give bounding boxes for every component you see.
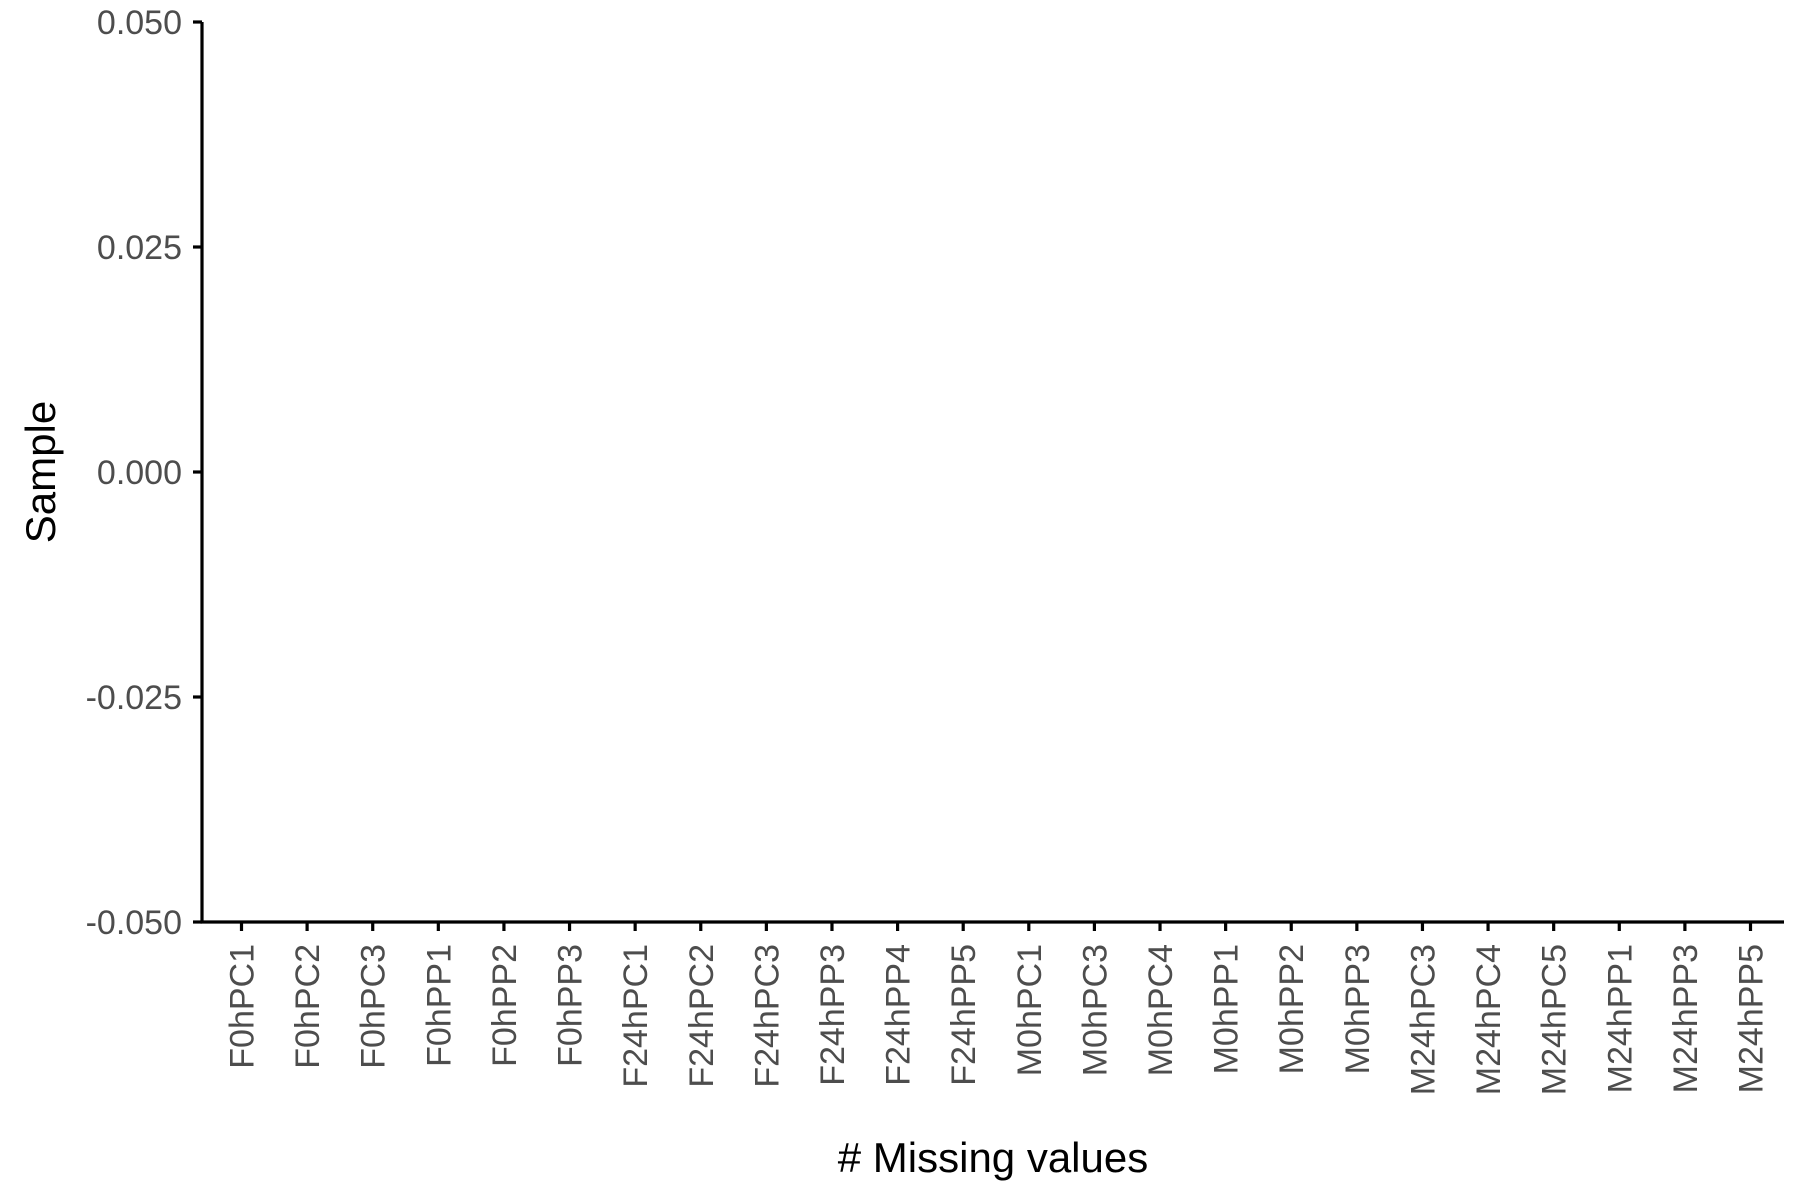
plot-area: -0.050 -0.025 0.000 0.025 0.050 F0hPC1 F0hPC2… [86, 4, 1784, 1095]
y-tick-label: 0.050 [97, 4, 182, 42]
x-tick-label: F24hPP5 [945, 944, 983, 1086]
x-tick-label: F24hPP3 [814, 944, 852, 1086]
x-tick-label: M0hPC4 [1142, 944, 1180, 1076]
x-tick-label: M0hPP1 [1208, 944, 1246, 1074]
x-tick-label: F24hPP4 [880, 944, 918, 1086]
y-tick-label: 0.000 [97, 454, 182, 492]
x-tick-label: F0hPC3 [355, 944, 393, 1069]
x-tick-label: F24hPC2 [683, 944, 721, 1088]
y-tick-label: -0.025 [86, 679, 182, 717]
x-tick-label: M24hPP5 [1733, 944, 1771, 1093]
x-tick-label: M24hPC3 [1404, 944, 1442, 1095]
x-tick-label: M24hPP3 [1667, 944, 1705, 1093]
x-tick-label: F0hPP3 [552, 944, 590, 1067]
x-tick-label: M24hPC5 [1536, 944, 1574, 1095]
x-tick-label: F0hPP2 [486, 944, 524, 1067]
x-tick-label: F24hPC1 [617, 944, 655, 1088]
x-tick-label: M0hPP2 [1273, 944, 1311, 1074]
x-tick-label: F24hPC3 [748, 944, 786, 1088]
x-tick-label: M0hPC1 [1011, 944, 1049, 1076]
x-tick-label: M24hPC4 [1470, 944, 1508, 1095]
y-axis-title: Sample [17, 401, 64, 543]
x-tick-label: F0hPC1 [224, 944, 262, 1069]
x-tick-label: M0hPC3 [1076, 944, 1114, 1076]
x-tick-label: M0hPP3 [1339, 944, 1377, 1074]
y-tick-label: -0.050 [86, 904, 182, 942]
x-tick-label: F0hPC2 [289, 944, 327, 1069]
x-tick-label: F0hPP1 [420, 944, 458, 1067]
x-axis-title: # Missing values [838, 1134, 1148, 1181]
x-axis-ticks: F0hPC1 F0hPC2 F0hPC3 F0hPP1 F0hPP2 F0hPP3 F24h… [224, 922, 1771, 1095]
x-tick-label: M24hPP1 [1601, 944, 1639, 1093]
y-axis-ticks: -0.050 -0.025 0.000 0.025 0.050 [86, 4, 202, 942]
y-tick-label: 0.025 [97, 229, 182, 267]
